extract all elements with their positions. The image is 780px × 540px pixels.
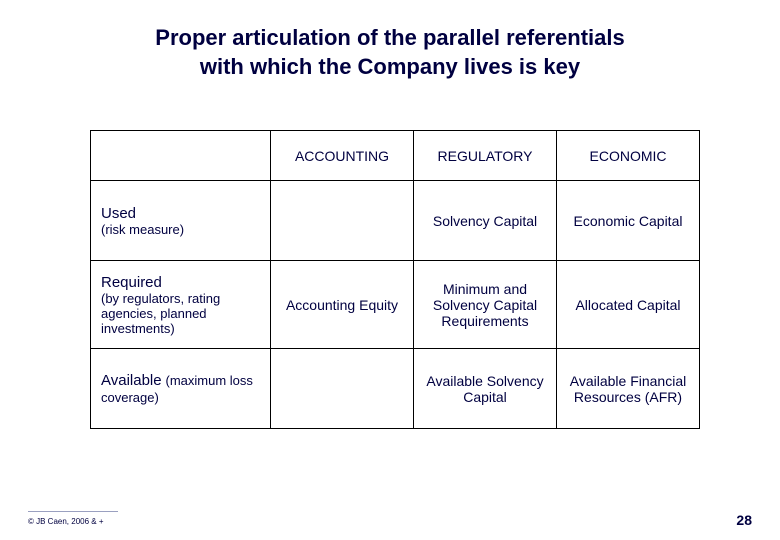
table-row-used: Used (risk measure) Solvency Capital Eco…	[91, 181, 700, 261]
row-available-label: Available (maximum loss coverage)	[91, 349, 271, 429]
row-required-label-sub: (by regulators, rating agencies, planned…	[101, 291, 260, 336]
referentials-table-wrap: ACCOUNTING REGULATORY ECONOMIC Used (ris…	[90, 130, 700, 429]
cell-available-accounting	[271, 349, 414, 429]
footer-copyright: © JB Caen, 2006 & +	[28, 517, 104, 526]
cell-required-economic: Allocated Capital	[557, 261, 700, 349]
cell-used-regulatory: Solvency Capital	[414, 181, 557, 261]
row-used-label: Used (risk measure)	[91, 181, 271, 261]
row-required-label: Required (by regulators, rating agencies…	[91, 261, 271, 349]
cell-available-economic: Available Financial Resources (AFR)	[557, 349, 700, 429]
row-available-label-strong: Available	[101, 372, 162, 389]
referentials-table: ACCOUNTING REGULATORY ECONOMIC Used (ris…	[90, 130, 700, 429]
row-used-label-sub: (risk measure)	[101, 222, 260, 237]
table-row-required: Required (by regulators, rating agencies…	[91, 261, 700, 349]
row-used-label-strong: Used	[101, 205, 260, 222]
cell-required-accounting: Accounting Equity	[271, 261, 414, 349]
title-line-2: with which the Company lives is key	[60, 53, 720, 82]
table-row-available: Available (maximum loss coverage) Availa…	[91, 349, 700, 429]
header-accounting: ACCOUNTING	[271, 131, 414, 181]
header-economic: ECONOMIC	[557, 131, 700, 181]
title-line-1: Proper articulation of the parallel refe…	[60, 24, 720, 53]
cell-used-accounting	[271, 181, 414, 261]
cell-required-regulatory: Minimum and Solvency Capital Requirement…	[414, 261, 557, 349]
header-regulatory: REGULATORY	[414, 131, 557, 181]
footer-rule	[28, 511, 118, 512]
page-number: 28	[736, 512, 752, 528]
cell-used-economic: Economic Capital	[557, 181, 700, 261]
slide-title: Proper articulation of the parallel refe…	[0, 24, 780, 81]
slide: Proper articulation of the parallel refe…	[0, 0, 780, 540]
row-required-label-strong: Required	[101, 274, 260, 291]
header-blank	[91, 131, 271, 181]
table-header-row: ACCOUNTING REGULATORY ECONOMIC	[91, 131, 700, 181]
cell-available-regulatory: Available Solvency Capital	[414, 349, 557, 429]
